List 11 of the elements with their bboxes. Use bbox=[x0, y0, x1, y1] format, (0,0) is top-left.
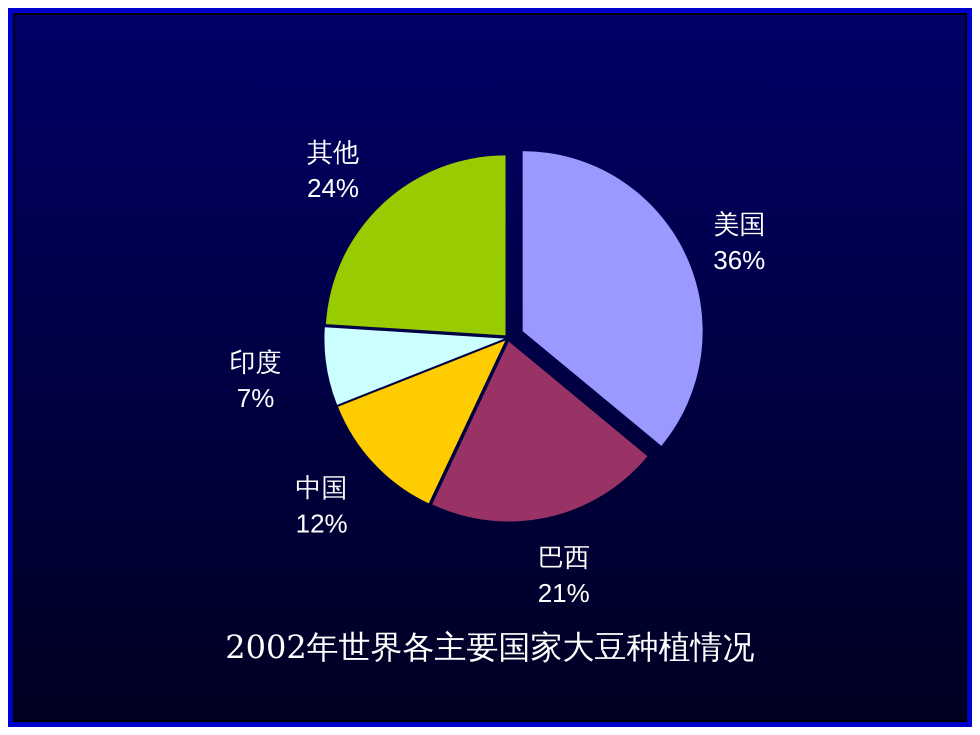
slice-label: 美国 bbox=[713, 210, 766, 240]
slice-label: 其他 bbox=[307, 138, 360, 168]
slice-label: 中国 bbox=[296, 474, 348, 504]
slice-label: 印度 bbox=[230, 348, 282, 378]
slice-label: 巴西 bbox=[538, 542, 590, 573]
text: 2002年世界各主要国家大豆种植情况 bbox=[225, 628, 755, 666]
data-label: 36% bbox=[713, 244, 766, 275]
data-label: 21% bbox=[538, 578, 590, 608]
data-label: 7% bbox=[236, 383, 274, 414]
data-label: 12% bbox=[296, 508, 348, 539]
data-label: 24% bbox=[307, 172, 360, 203]
